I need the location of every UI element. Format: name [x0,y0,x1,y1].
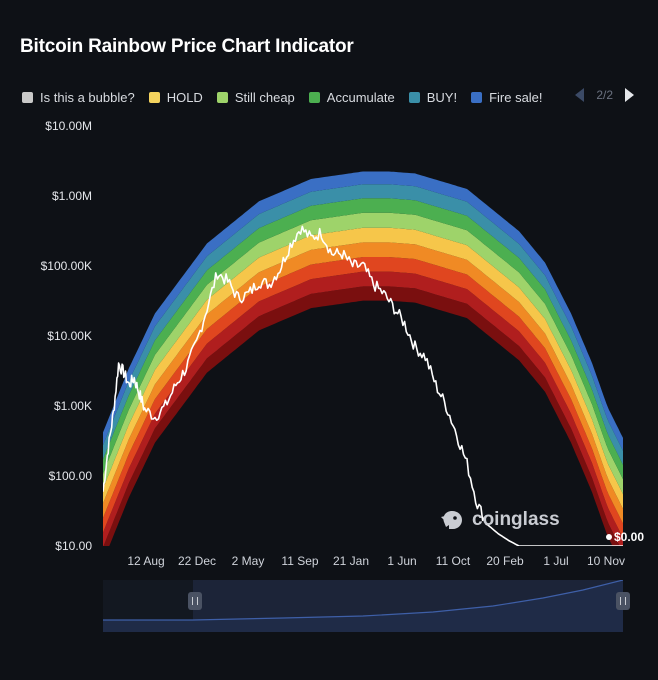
legend-swatch [22,91,33,103]
rainbow-band [103,286,620,546]
x-tick-label: 1 Jul [543,554,568,568]
legend-pager: 2/2 [575,88,634,102]
x-tick-label: 22 Dec [178,554,216,568]
legend-label: Fire sale! [489,89,543,105]
page-title: Bitcoin Rainbow Price Chart Indicator [20,36,354,57]
previous-page-icon[interactable] [575,88,585,102]
coinglass-logo-icon [441,511,462,529]
y-tick-label: $1.00M [52,189,92,203]
navigator-right-handle[interactable] [616,592,630,610]
y-tick-label: $10.00M [45,119,92,133]
legend-label: BUY! [426,89,458,105]
legend-swatch [408,91,420,103]
next-page-icon[interactable] [625,88,634,102]
y-tick-label: $100.00K [41,259,92,273]
price-end-label: $0.00 [614,530,644,544]
x-tick-label: 21 Jan [333,554,369,568]
x-tick-label: 20 Feb [486,554,524,568]
watermark-text: coinglass [472,509,560,530]
coinglass-watermark: coinglass [440,508,560,532]
legend-swatch [216,91,228,103]
legend-label: Is this a bubble? [40,89,135,105]
y-tick-label: $1.00K [54,399,92,413]
chart-legend: Is this a bubble? HOLD Still cheap Accum… [22,88,557,106]
legend-item-accumulate[interactable]: Accumulate [308,89,395,105]
legend-label: Still cheap [234,89,295,105]
x-tick-label: 2 May [232,554,265,568]
navigator-left-handle[interactable] [188,592,202,610]
legend-swatch [308,91,320,103]
legend-label: HOLD [166,89,203,105]
range-navigator[interactable] [103,580,630,632]
legend-swatch [148,91,160,103]
legend-label: Accumulate [326,89,395,105]
x-tick-label: 11 Oct [436,554,471,568]
y-tick-label: $10.00 [55,539,92,553]
legend-swatch [471,91,483,103]
legend-item-bubble[interactable]: Is this a bubble? [22,90,135,105]
legend-item-fire-sale[interactable]: Fire sale! [471,89,543,105]
legend-item-buy[interactable]: BUY! [408,89,458,105]
rainbow-bands [103,171,623,546]
x-tick-label: 11 Sep [281,554,318,568]
legend-item-still-cheap[interactable]: Still cheap [216,89,295,105]
x-tick-label: 10 Nov [587,554,625,568]
y-tick-label: $10.00K [47,329,92,343]
price-end-marker [606,534,612,540]
grip-icon [620,597,626,605]
grip-icon [192,597,198,605]
y-tick-label: $100.00 [49,469,93,483]
navigator-series [103,580,623,632]
x-tick-label: 1 Jun [387,554,416,568]
x-tick-label: 12 Aug [127,554,164,568]
page-indicator: 2/2 [596,88,613,102]
price-line [103,225,623,546]
legend-item-hold[interactable]: HOLD [148,89,203,105]
